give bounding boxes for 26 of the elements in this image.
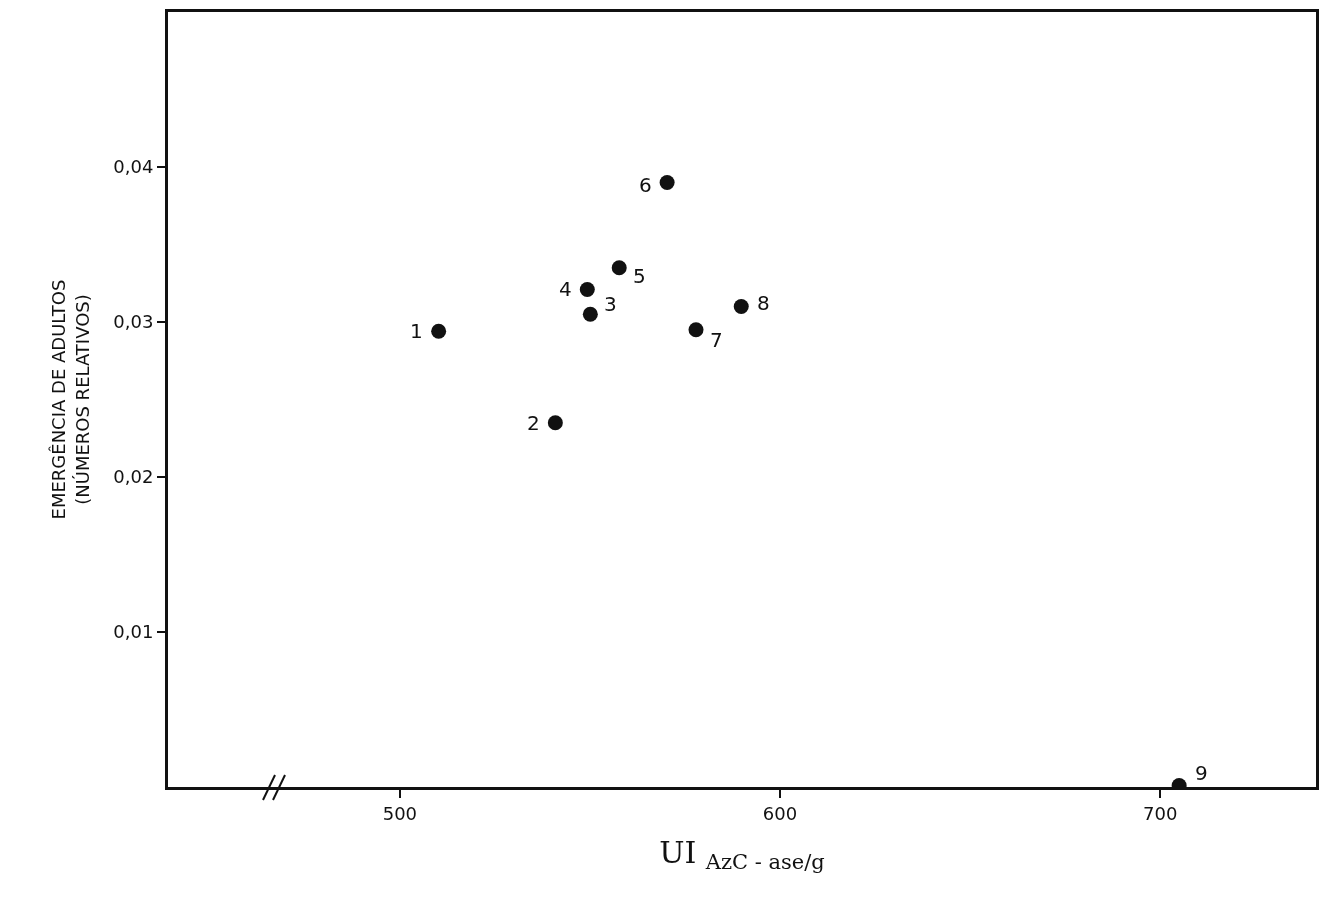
x-tick-label: 600: [762, 802, 798, 824]
point: [582, 306, 598, 322]
point: [431, 323, 447, 339]
point: [547, 415, 563, 431]
x-tick-label: 500: [382, 802, 418, 824]
point: [733, 299, 749, 314]
y-axis-title: EMERGÊNCIA DE ADULTOS (NÚMEROS RELATIVOS): [48, 279, 93, 520]
point: [611, 260, 627, 276]
point: [579, 281, 595, 297]
annotation: 6: [639, 173, 652, 197]
y-tick-label: 0,02: [113, 466, 154, 488]
annotation: 7: [710, 328, 723, 352]
annotation: 4: [559, 277, 572, 301]
annotation: 3: [604, 292, 617, 316]
x-axis-title: UI $_{AzC - ase/g}$: [659, 835, 825, 875]
x-tick-label: 700: [1142, 802, 1178, 824]
point: [688, 322, 704, 338]
y-tick-label: 0,03: [113, 311, 154, 333]
point: [659, 175, 675, 190]
annotation: 1: [410, 319, 423, 343]
annotation: 8: [757, 291, 770, 315]
annotation: 9: [1195, 761, 1208, 785]
y-tick-label: 0,04: [113, 156, 154, 178]
annotation: 2: [527, 411, 540, 435]
annotation: 5: [633, 264, 646, 288]
y-tick-label: 0,01: [113, 621, 154, 643]
